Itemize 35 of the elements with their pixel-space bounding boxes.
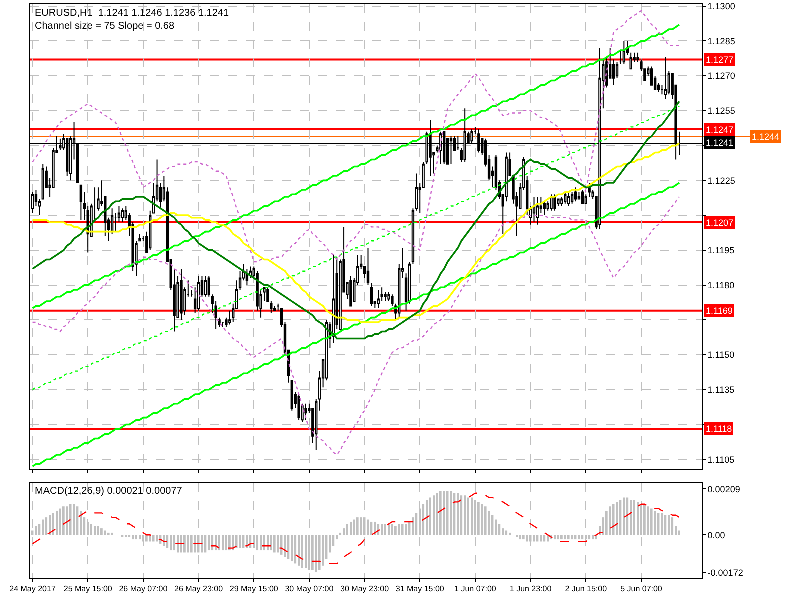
ref-line-label: 1.1118 [706,424,732,434]
y-tick-label: 1.1270 [708,71,736,82]
x-tick-label: 26 May 23:00 [174,584,224,594]
y-tick-label: 0.00209 [708,484,740,494]
ref-line-label: 1.1207 [706,218,734,228]
x-tick-label: 26 May 07:00 [119,584,168,594]
x-tick-label: 1 Jun 23:00 [510,584,552,594]
x-tick-label: 31 May 15:00 [396,584,445,594]
x-tick-label: 1 Jun 07:00 [454,584,497,594]
x-tick-label: 29 May 15:00 [230,584,279,594]
y-tick-label: 1.1225 [708,176,736,186]
y-tick-label: 1.1180 [708,280,735,290]
annotation: MACD(12,26,9) 0.00021 0.00077 [35,486,183,497]
x-tick-label: 30 May 07:00 [285,584,334,594]
y-tick-label: 1.1255 [708,106,736,116]
ref-line-label: 1.1247 [706,125,734,135]
annotation: Channel size = 75 Slope = 0.68 [35,21,175,32]
y-tick-label: 1.1300 [708,1,736,12]
x-tick-label: 24 May 2017 [10,584,56,594]
x-tick-label: 25 May 15:00 [64,584,113,594]
y-tick-label: 1.1135 [708,385,735,396]
ref-line-label: 1.1241 [706,138,734,148]
x-tick-label: 5 Jun 07:00 [620,584,663,594]
x-tick-label: 30 May 23:00 [340,584,390,594]
ref-line-label: 1.1244 [752,132,780,142]
y-tick-label: 1.1105 [708,454,735,465]
y-tick-label: 1.1150 [708,350,735,360]
y-tick-label: -0.00172 [708,568,744,578]
y-tick-label: 1.1195 [708,246,735,256]
y-tick-label: 0.00 [708,530,726,540]
annotation: EURUSD,H1 1.1241 1.1246 1.1236 1.1241 [35,8,230,19]
ref-line-label: 1.1169 [706,306,733,316]
ref-line-label: 1.1277 [706,55,734,65]
y-tick-label: 1.1285 [708,36,736,46]
x-tick-label: 2 Jun 15:00 [565,584,608,594]
